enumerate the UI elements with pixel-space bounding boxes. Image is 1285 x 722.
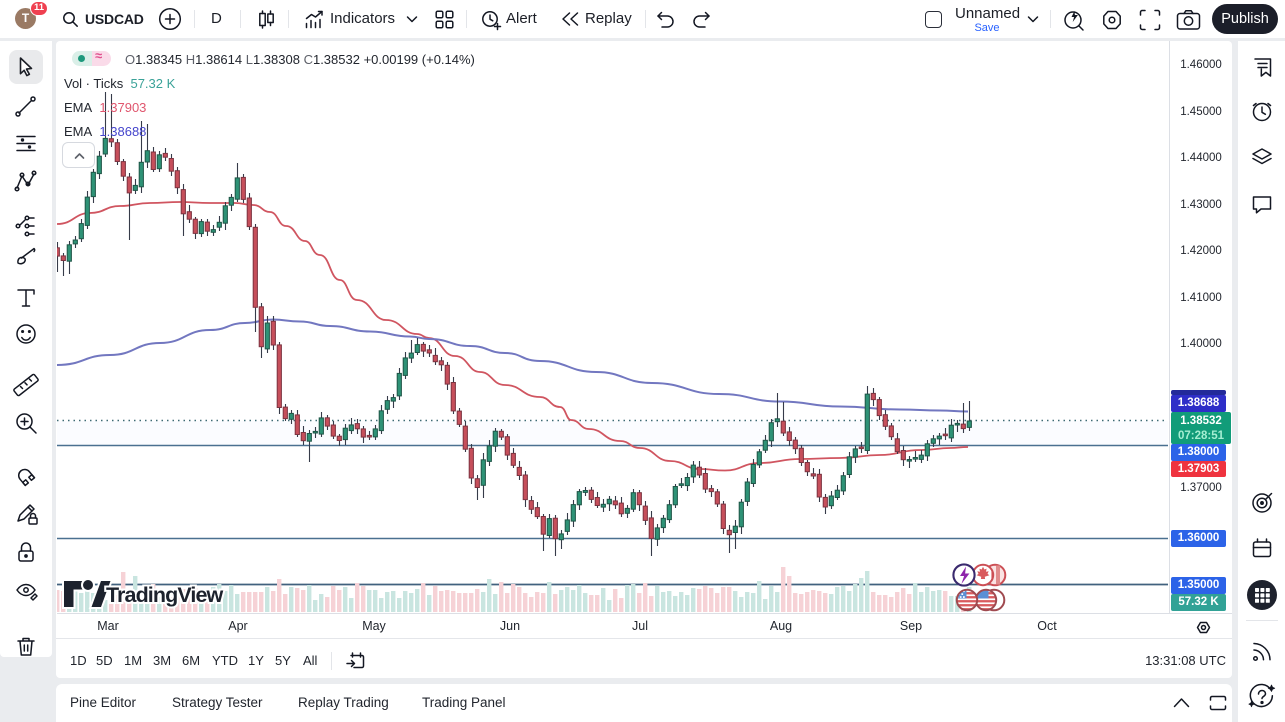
svg-text:TradingView: TradingView	[106, 583, 224, 607]
